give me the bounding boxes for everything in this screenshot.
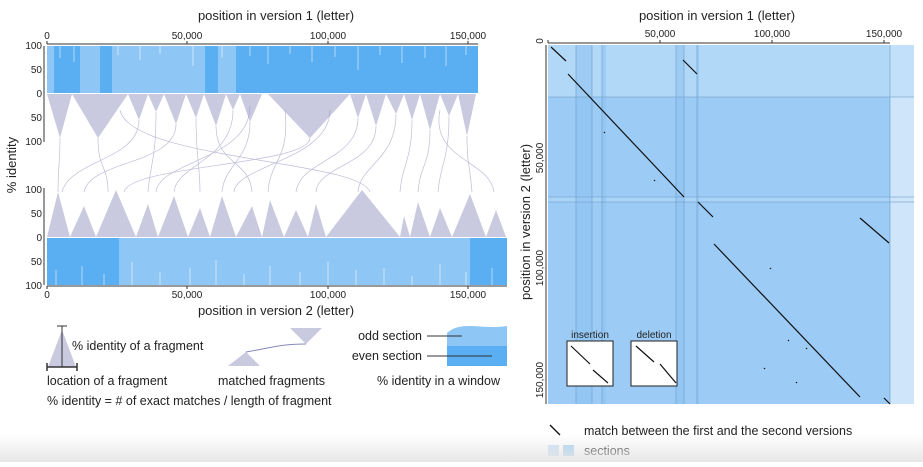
- insertion-label: insertion: [571, 330, 609, 341]
- y-axis-title: % identity: [4, 136, 19, 193]
- upper-tick-100: 100: [25, 41, 42, 52]
- right-top-axis: 50,000 100,000 150,000: [547, 29, 903, 44]
- bottom-fade: [0, 434, 923, 462]
- top-axis: 0 50,000 100,000 150,000: [44, 31, 487, 45]
- lower-tick-0: 0: [36, 233, 42, 244]
- upper-frag-tick-50: 50: [31, 113, 43, 124]
- upper-tick-50: 50: [31, 65, 43, 76]
- lower-window-identity-track: [47, 238, 507, 285]
- upper-frag-tick-100: 100: [25, 137, 42, 148]
- right-left-axis: 0 50,000 100,000 150,000: [535, 38, 547, 404]
- bottom-tick-150000: 150,000: [450, 290, 487, 301]
- left-panel: position in version 1 (letter) 0 50,000 …: [4, 8, 507, 318]
- right-left-tick-0: 0: [535, 38, 546, 44]
- insertion-inset: insertion: [566, 330, 614, 387]
- left-legend: % identity of a fragment location of a f…: [46, 325, 507, 408]
- upper-fragments: [47, 94, 476, 138]
- matched-fragments-glyph: [228, 328, 322, 366]
- section-glyph: [427, 326, 507, 366]
- right-panel: position in version 1 (letter) 50,000 10…: [518, 8, 914, 458]
- match-lines: [550, 46, 891, 405]
- top-tick-0: 0: [44, 31, 50, 42]
- bottom-axis: 0 50,000 100,000 150,000: [44, 285, 507, 301]
- lower-tick-50: 50: [31, 257, 43, 268]
- bottom-tick-0: 0: [44, 290, 50, 301]
- bottom-axis-title: position in version 2 (letter): [198, 303, 354, 318]
- right-top-axis-title: position in version 1 (letter): [639, 8, 795, 23]
- right-y-axis-title: position in version 2 (letter): [518, 144, 533, 300]
- lower-tick-100: 100: [25, 281, 42, 292]
- right-top-tick-100000: 100,000: [754, 29, 791, 40]
- lower-frag-tick-50: 50: [31, 209, 43, 220]
- lower-frag-tick-100: 100: [25, 185, 42, 196]
- top-tick-150000: 150,000: [450, 31, 487, 42]
- upper-tick-0: 0: [36, 89, 42, 100]
- deletion-label: deletion: [636, 330, 671, 341]
- deletion-inset: deletion: [630, 330, 678, 387]
- legend-window-identity: % identity in a window: [377, 374, 501, 388]
- top-tick-100000: 100,000: [310, 31, 347, 42]
- match-legend-symbol: [549, 424, 561, 436]
- right-top-tick-150000: 150,000: [866, 29, 903, 40]
- top-tick-50000: 50,000: [172, 31, 203, 42]
- right-top-tick-50000: 50,000: [645, 29, 676, 40]
- matched-fragment-curves: [57, 105, 495, 193]
- lower-fragments: [47, 190, 506, 237]
- lower-identity-axis: 100 50 0 50 100: [25, 185, 45, 292]
- legend-odd-section: odd section: [358, 329, 422, 343]
- legend-formula: % identity = # of exact matches / length…: [47, 394, 332, 408]
- bottom-tick-100000: 100,000: [310, 290, 347, 301]
- right-left-tick-150000: 150,000: [535, 361, 546, 398]
- legend-fragment-identity: % identity of a fragment: [72, 339, 204, 353]
- top-axis-title: position in version 1 (letter): [198, 8, 354, 23]
- right-left-tick-50000: 50,000: [535, 142, 546, 173]
- fragment-glyph: [46, 325, 78, 371]
- upper-window-identity-track: [47, 46, 478, 93]
- dotplot-area: [548, 45, 914, 404]
- right-left-tick-100000: 100,000: [535, 249, 546, 286]
- bottom-tick-50000: 50,000: [172, 290, 203, 301]
- legend-matched-fragments: matched fragments: [218, 374, 325, 388]
- legend-even-section: even section: [352, 349, 422, 363]
- legend-fragment-location: location of a fragment: [47, 374, 168, 388]
- upper-identity-axis: 100 50 0 50 100: [25, 41, 45, 148]
